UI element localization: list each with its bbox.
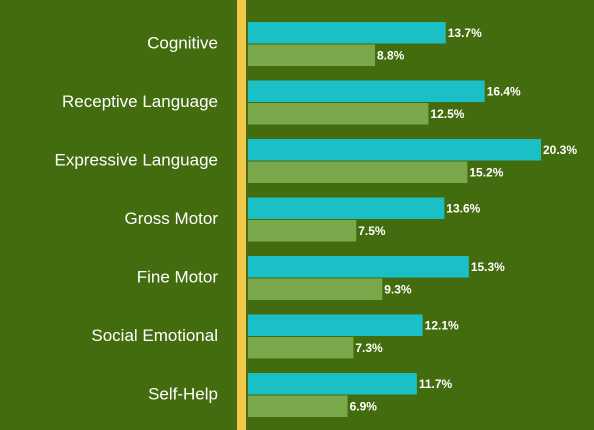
- category-label: Cognitive: [147, 33, 218, 52]
- axis-line: [237, 0, 246, 430]
- value-label: 12.5%: [430, 107, 464, 121]
- category-label: Gross Motor: [124, 209, 218, 228]
- category-label: Expressive Language: [54, 150, 218, 169]
- value-label: 7.3%: [355, 341, 383, 355]
- bar: [248, 44, 376, 66]
- bar: [248, 314, 423, 336]
- value-label: 11.7%: [419, 377, 453, 391]
- value-label: 8.8%: [377, 48, 405, 62]
- category-label: Receptive Language: [62, 92, 218, 111]
- value-label: 12.1%: [425, 318, 459, 332]
- value-label: 15.2%: [469, 165, 503, 179]
- bar: [248, 220, 357, 242]
- category-label: Social Emotional: [91, 326, 218, 345]
- bar: [248, 22, 446, 44]
- bar: [248, 278, 383, 300]
- value-label: 6.9%: [350, 399, 378, 413]
- value-label: 16.4%: [487, 84, 521, 98]
- value-label: 15.3%: [471, 260, 505, 274]
- value-label: 13.7%: [448, 26, 482, 40]
- value-label: 9.3%: [384, 282, 412, 296]
- category-label: Fine Motor: [137, 267, 219, 286]
- bar: [248, 80, 485, 102]
- bar: [248, 395, 348, 417]
- bar: [248, 139, 541, 161]
- category-label: Self-Help: [148, 384, 218, 403]
- bar: [248, 337, 354, 359]
- bar: [248, 197, 445, 219]
- value-label: 20.3%: [543, 143, 577, 157]
- value-label: 13.6%: [446, 201, 480, 215]
- value-label: 7.5%: [358, 224, 386, 238]
- bar: [248, 373, 417, 395]
- bar: [248, 103, 429, 125]
- bar: [248, 256, 469, 278]
- bar: [248, 161, 468, 183]
